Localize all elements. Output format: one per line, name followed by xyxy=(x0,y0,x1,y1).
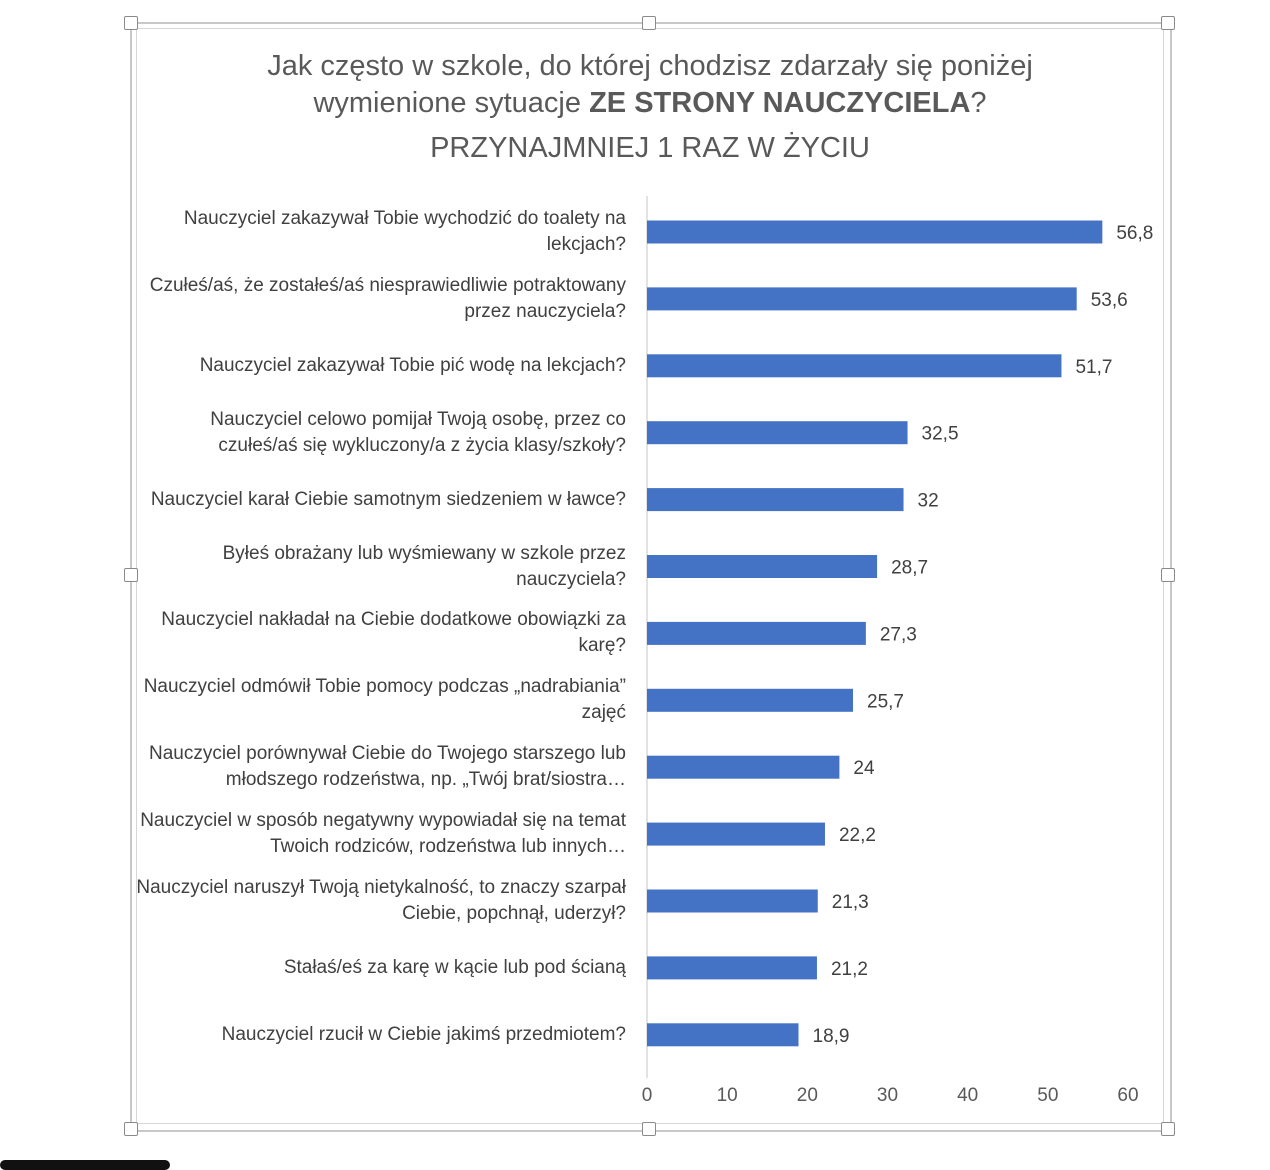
data-label-6: 28,7 xyxy=(891,558,928,579)
category-label-1: Nauczyciel zakazywał Tobie wychodzić do … xyxy=(183,208,626,255)
bar-4[interactable] xyxy=(647,421,908,445)
x-tick-label-30: 30 xyxy=(877,1085,898,1106)
chart-title-suffix: ? xyxy=(970,87,987,119)
x-tick-label-40: 40 xyxy=(957,1085,978,1106)
bar-10[interactable] xyxy=(647,822,825,846)
data-label-13: 18,9 xyxy=(813,1026,850,1047)
data-label-11: 21,3 xyxy=(832,892,869,913)
category-label-4: Nauczyciel celowo pomijał Twoją osobę, p… xyxy=(210,408,626,456)
category-label-2: Czułeś/aś, że zostałeś/aś niesprawiedliw… xyxy=(149,274,626,322)
x-tick-label-0: 0 xyxy=(642,1085,653,1106)
category-label-12: Stałaś/eś za karę w kącie lub pod ścianą xyxy=(283,956,626,978)
category-label-5: Nauczyciel karał Ciebie samotnym siedzen… xyxy=(150,488,626,510)
data-label-3: 51,7 xyxy=(1075,357,1112,378)
resize-handle-bottom-right[interactable] xyxy=(1161,1122,1175,1136)
chart-title-bold: ZE STRONY NAUCZYCIELA xyxy=(589,87,971,119)
resize-handle-top-left[interactable] xyxy=(124,16,138,30)
category-label-3: Nauczyciel zakazywał Tobie pić wodę na l… xyxy=(199,354,626,376)
data-label-2: 53,6 xyxy=(1091,290,1128,311)
data-label-10: 22,2 xyxy=(839,825,876,846)
category-label-10: Nauczyciel w sposób negatywny wypowiadał… xyxy=(140,810,626,858)
bar-11[interactable] xyxy=(647,889,818,913)
window-edge xyxy=(0,1160,170,1170)
x-tick-label-60: 60 xyxy=(1117,1085,1138,1106)
bar-12[interactable] xyxy=(647,956,817,980)
category-label-8: Nauczyciel odmówił Tobie pomocy podczas … xyxy=(143,676,626,724)
bar-1[interactable] xyxy=(647,220,1103,244)
resize-handle-bottom-middle[interactable] xyxy=(642,1122,656,1136)
x-tick-label-50: 50 xyxy=(1037,1085,1058,1106)
chart-title-line-2: wymienione sytuacje ZE STRONY NAUCZYCIEL… xyxy=(150,85,1150,122)
bar-9[interactable] xyxy=(647,755,840,779)
bar-7[interactable] xyxy=(647,621,866,645)
category-label-9: Nauczyciel porównywał Ciebie do Twojego … xyxy=(148,743,626,791)
bar-6[interactable] xyxy=(647,555,878,578)
x-tick-label-20: 20 xyxy=(797,1085,818,1106)
resize-handle-middle-right[interactable] xyxy=(1161,568,1175,582)
bar-13[interactable] xyxy=(647,1023,799,1047)
resize-handle-bottom-left[interactable] xyxy=(124,1122,138,1136)
category-label-11: Nauczyciel naruszył Twoją nietykalność, … xyxy=(136,877,626,924)
data-label-5: 32 xyxy=(918,491,939,512)
chart-title-line-1: Jak często w szkole, do której chodzisz … xyxy=(267,50,1033,82)
bar-8[interactable] xyxy=(647,688,854,712)
data-label-4: 32,5 xyxy=(922,424,959,445)
data-label-1: 56,8 xyxy=(1116,223,1153,244)
bar-5[interactable] xyxy=(647,488,904,512)
chart-title: Jak często w szkole, do której chodzisz … xyxy=(150,48,1150,122)
resize-handle-top-middle[interactable] xyxy=(642,16,656,30)
data-label-8: 25,7 xyxy=(867,691,904,712)
resize-handle-top-right[interactable] xyxy=(1161,16,1175,30)
category-label-7: Nauczyciel nakładał na Ciebie dodatkowe … xyxy=(161,609,626,657)
data-label-12: 21,2 xyxy=(831,959,868,980)
resize-handle-middle-left[interactable] xyxy=(124,568,138,582)
bar-2[interactable] xyxy=(647,287,1077,311)
category-label-13: Nauczyciel rzucił w Ciebie jakimś przedm… xyxy=(221,1023,626,1045)
chart-subtitle: PRZYNAJMNIEJ 1 RAZ W ŻYCIU xyxy=(430,132,870,164)
x-tick-label-10: 10 xyxy=(717,1085,738,1106)
data-label-7: 27,3 xyxy=(880,624,917,645)
data-label-9: 24 xyxy=(853,758,875,779)
category-label-6: Byłeś obrażany lub wyśmiewany w szkole p… xyxy=(222,542,626,590)
chart-title-prefix: wymienione sytuacje xyxy=(313,87,590,119)
bar-3[interactable] xyxy=(647,354,1062,378)
